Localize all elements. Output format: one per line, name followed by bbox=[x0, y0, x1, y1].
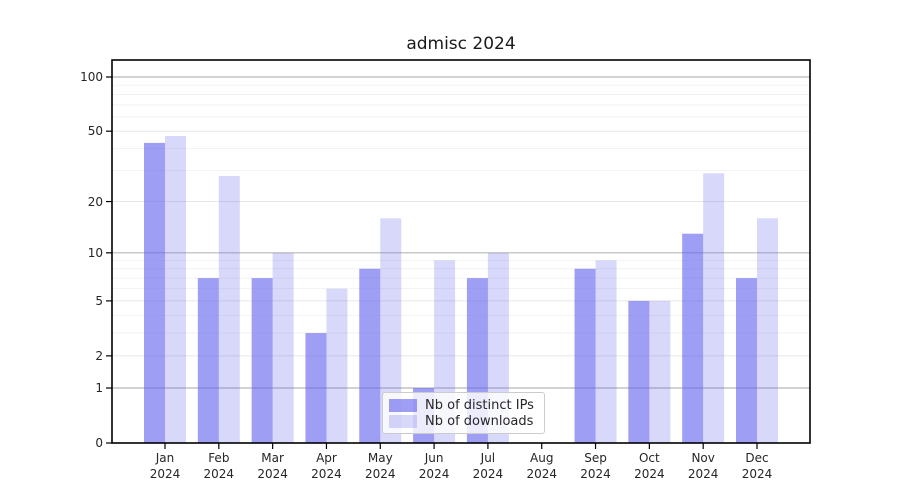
x-tick-label-jun: Jun 2024 bbox=[418, 451, 450, 481]
x-tick-label-oct: Oct 2024 bbox=[634, 451, 665, 481]
y-tick-label-0: 0 bbox=[95, 436, 103, 450]
x-tick-label-jul: Jul 2024 bbox=[472, 451, 504, 481]
bar-downloads-nov bbox=[703, 173, 725, 444]
legend-swatch-distinct-ips bbox=[389, 398, 417, 412]
x-tick-label-sep: Sep 2024 bbox=[580, 451, 611, 481]
legend-swatch-downloads bbox=[389, 414, 417, 428]
y-tick-label-2: 2 bbox=[95, 348, 103, 363]
x-tick-label-nov: Nov 2024 bbox=[687, 451, 719, 481]
bar-distinct-ips-feb bbox=[197, 278, 219, 443]
y-tick-label-1: 1 bbox=[95, 381, 103, 396]
bar-downloads-may bbox=[380, 218, 402, 443]
x-tick-label-mar: Mar 2024 bbox=[257, 451, 288, 481]
bar-downloads-jan bbox=[165, 135, 186, 443]
legend-label-distinct-ips: Nb of distinct IPs bbox=[425, 397, 534, 413]
x-tick-label-dec: Dec 2024 bbox=[741, 451, 773, 481]
y-tick-label-5: 5 bbox=[95, 293, 103, 308]
legend-entry-distinct-ips: Nb of distinct IPs bbox=[389, 398, 538, 413]
bar-downloads-sep bbox=[595, 260, 617, 443]
x-tick-label-feb: Feb 2024 bbox=[203, 451, 235, 481]
bar-downloads-apr bbox=[326, 288, 348, 443]
bar-distinct-ips-apr bbox=[305, 333, 327, 443]
x-tick-label-aug: Aug 2024 bbox=[526, 451, 557, 481]
bar-distinct-ips-dec bbox=[736, 278, 757, 443]
bar-distinct-ips-mar bbox=[251, 278, 273, 443]
legend: Nb of distinct IPs Nb of downloads bbox=[382, 392, 545, 434]
bar-distinct-ips-may bbox=[359, 268, 381, 443]
legend-label-downloads: Nb of downloads bbox=[425, 413, 534, 429]
bar-distinct-ips-jan bbox=[144, 142, 165, 443]
bar-distinct-ips-nov bbox=[682, 233, 704, 443]
bar-distinct-ips-oct bbox=[628, 300, 650, 443]
y-tick-label-50: 50 bbox=[87, 124, 103, 139]
bar-downloads-feb bbox=[218, 175, 240, 443]
legend-entry-downloads: Nb of downloads bbox=[389, 414, 538, 429]
bar-downloads-mar bbox=[272, 252, 294, 443]
x-tick-label-jan: Jan 2024 bbox=[149, 451, 181, 481]
y-tick-label-20: 20 bbox=[87, 194, 103, 209]
bar-distinct-ips-sep bbox=[574, 268, 596, 443]
chart-title: admisc 2024 bbox=[406, 34, 516, 54]
bar-downloads-oct bbox=[649, 300, 671, 443]
y-tick-label-10: 10 bbox=[87, 245, 103, 260]
x-tick-label-may: May 2024 bbox=[364, 451, 396, 481]
y-tick-label-100: 100 bbox=[80, 70, 103, 84]
bar-downloads-dec bbox=[757, 218, 778, 443]
plot-frame bbox=[111, 59, 811, 444]
x-tick-label-apr: Apr 2024 bbox=[311, 451, 342, 481]
